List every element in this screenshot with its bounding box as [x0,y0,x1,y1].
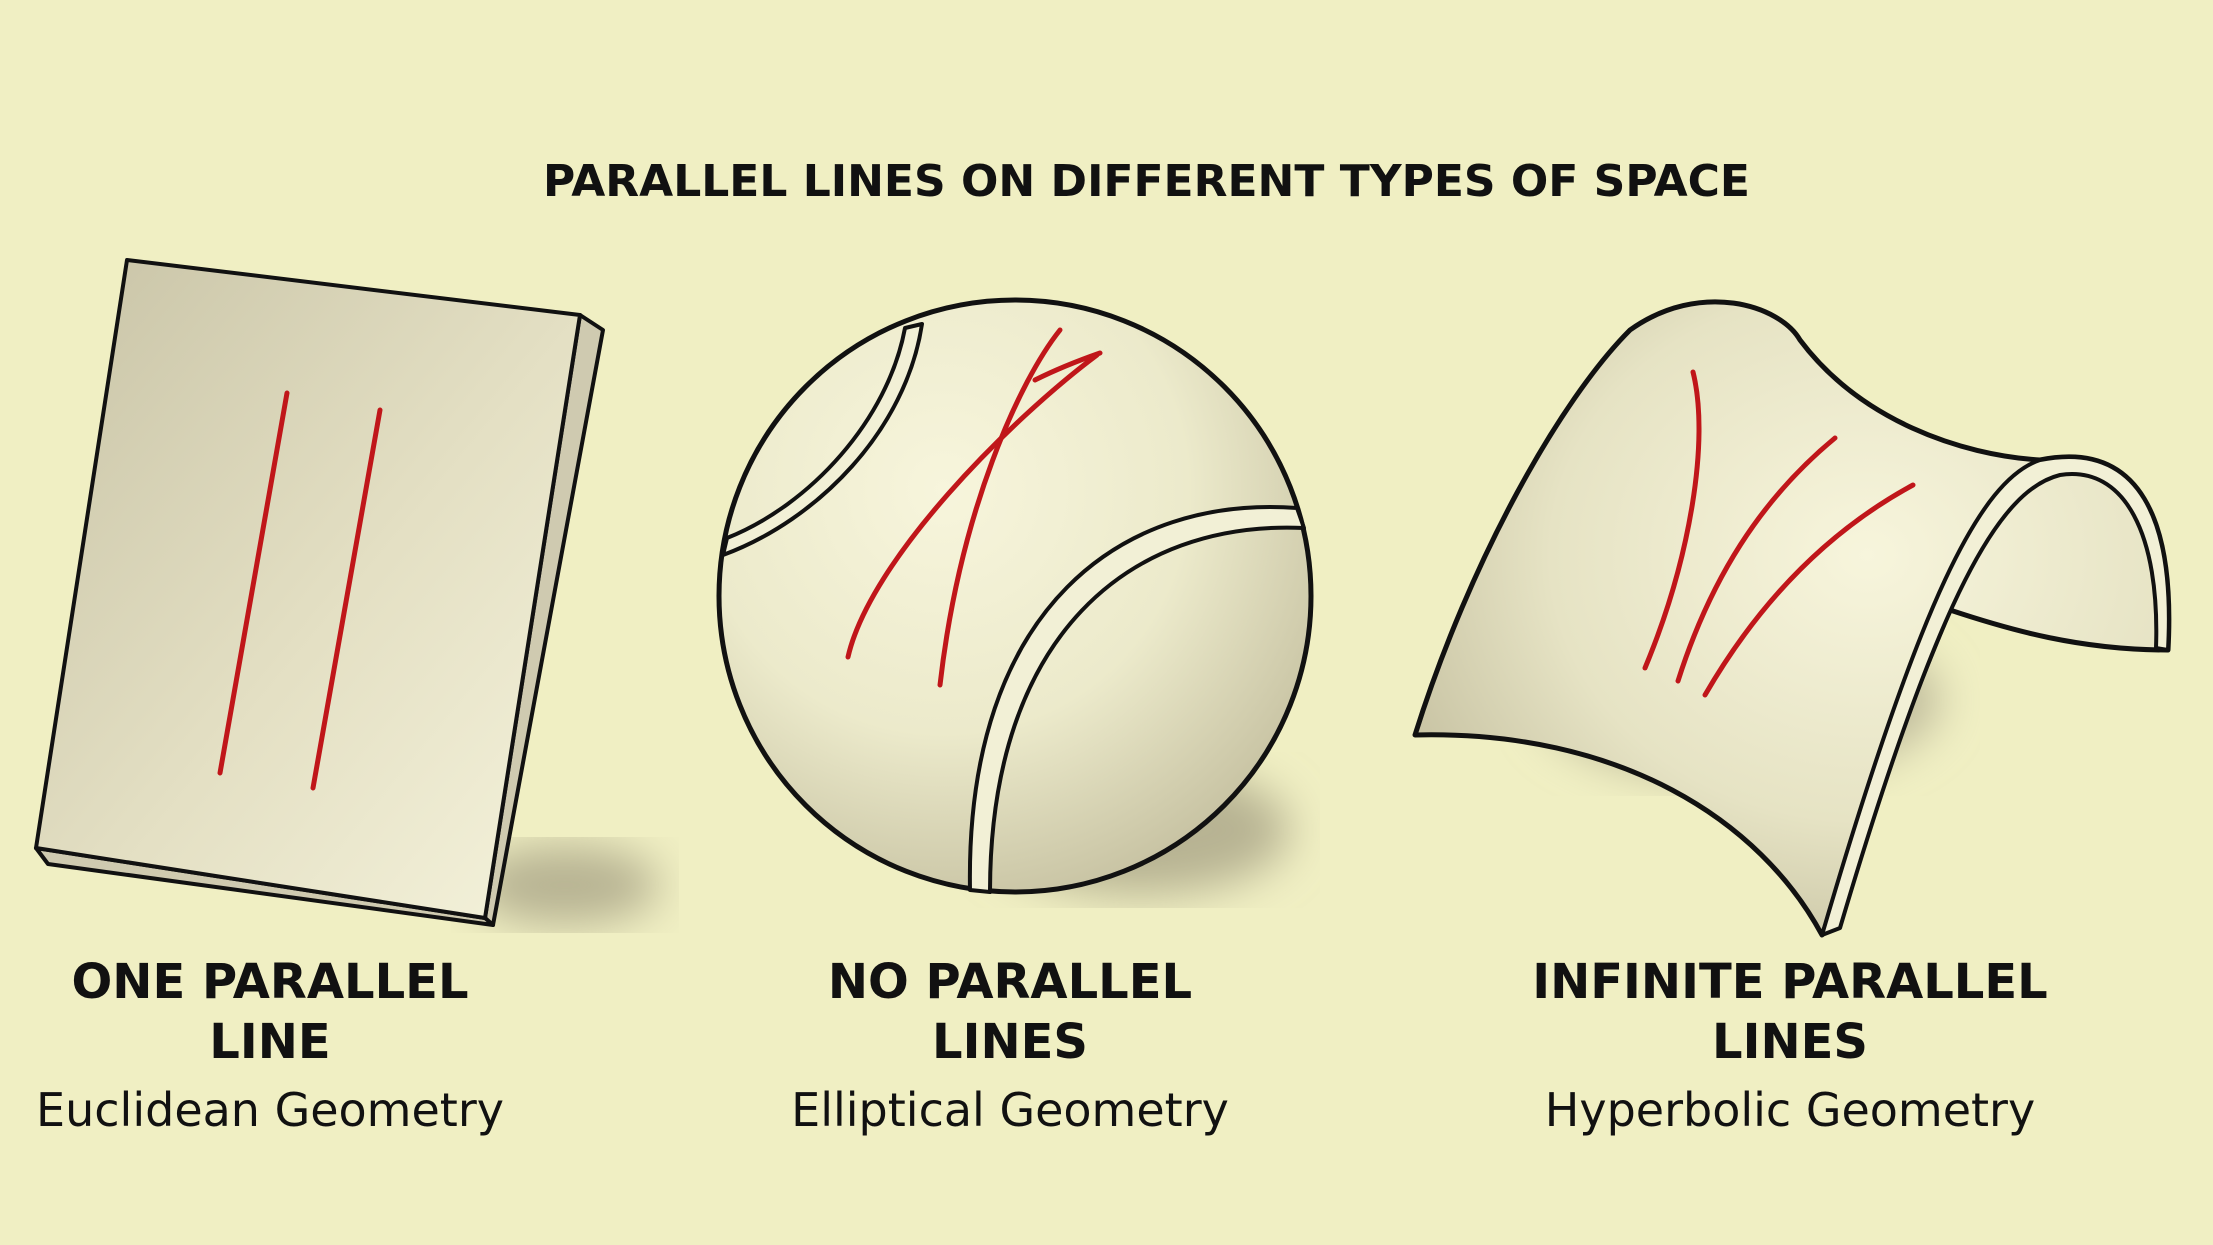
caption-hyperbolic-subtitle: Hyperbolic Geometry [1544,1083,2036,1137]
geodesic-line-1 [845,352,1100,660]
euclidean-plane [34,258,660,927]
hyperbolic-line-3 [1702,482,1916,698]
caption-elliptical-heading: NO PARALLEL LINES [827,954,1193,1070]
caption-euclidean-subtitle: Euclidean Geometry [36,1083,504,1137]
saddle-surface [1412,299,2172,938]
geodesic-line-2 [937,327,1063,688]
plane-face [34,258,582,920]
caption-euclidean: ONE PARALLEL LINE Euclidean Geometry [20,952,520,1140]
parallel-line-2 [310,407,383,791]
great-circle-band-upper [721,322,924,557]
caption-hyperbolic: INFINITE PARALLEL LINES Hyperbolic Geome… [1450,952,2130,1140]
elliptical-sphere [716,297,1314,895]
parallel-line-1 [217,390,290,776]
geodesic-line-2-tail [1032,350,1103,383]
plane-shadow [470,845,660,925]
hyperbolic-saddle [1412,299,2172,938]
caption-elliptical: NO PARALLEL LINES Elliptical Geometry [760,952,1260,1140]
caption-hyperbolic-heading: INFINITE PARALLEL LINES [1532,954,2048,1070]
great-circle-band-lower [967,505,1306,894]
saddle-edge-band [1820,454,2171,937]
hyperbolic-line-1 [1642,369,1702,671]
caption-elliptical-subtitle: Elliptical Geometry [791,1083,1229,1137]
hyperbolic-line-2 [1675,435,1838,684]
sphere-body [716,297,1314,895]
caption-euclidean-heading: ONE PARALLEL LINE [71,954,469,1070]
diagram-title: PARALLEL LINES ON DIFFERENT TYPES OF SPA… [543,156,1750,207]
